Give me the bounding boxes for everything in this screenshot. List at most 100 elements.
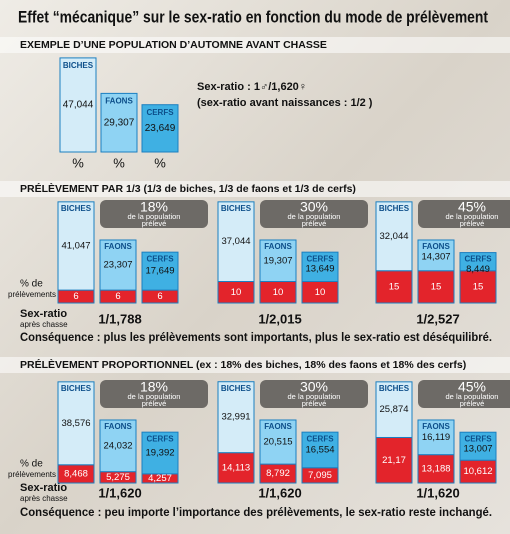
bar-value: 13,007 [463,444,492,455]
bar-remaining [141,431,179,475]
sex-ratio-value: 1/1,620 [98,485,141,500]
bar-remaining [459,252,497,272]
bar-remaining [459,431,497,461]
bar-remaining [99,239,137,291]
removed-value: 6 [73,291,78,302]
bar [141,104,179,153]
removed-value: 4,257 [148,473,172,484]
badge-text: de la population [128,392,181,401]
bar-category: BICHES [61,204,92,213]
row-label: % de [20,459,43,470]
badge-value: 30% [300,199,328,215]
bar-category: BICHES [221,384,252,393]
bar-value: 41,047 [61,240,90,251]
bar-remaining [375,201,413,272]
badge [260,200,368,228]
row-label: Sex-ratio [20,308,67,320]
bar-category: FAONS [104,242,132,251]
bar [59,57,97,153]
conclusion: Conséquence : plus les prélèvements sont… [20,330,492,344]
badge-value: 45% [458,379,486,395]
row-label: prélèvements [8,290,56,299]
section-heading: EXEMPLE D’UNE POPULATION D’AUTOMNE AVANT… [20,39,327,51]
bar-value: 23,307 [103,260,132,271]
badge [260,380,368,408]
bar-category: BICHES [221,204,252,213]
bar-remaining [375,381,413,438]
bar-remaining [217,201,255,282]
bar-value: 24,032 [103,440,132,451]
bar-category: FAONS [422,422,450,431]
bar-category: FAONS [264,422,292,431]
unit: % [113,155,125,170]
sex-ratio-value: 1/1,788 [98,311,141,326]
bar-remaining [417,239,455,272]
sex-ratio: Sex-ratio : 1♂/1,620♀ [197,81,307,93]
row-label: % de [20,279,43,290]
bar-remaining [57,381,95,466]
unit: % [154,155,166,170]
section-heading: PRÉLÈVEMENT PAR 1/3 (1/3 de biches, 1/3 … [20,182,356,195]
removed-value: 14,113 [222,462,250,473]
sex-ratio-value: 1/1,620 [416,485,459,500]
title: Effet “mécanique” sur le sex-ratio en fo… [18,7,488,26]
sex-ratio-value: 1/2,527 [416,311,459,326]
bar-removed [217,452,255,484]
badge-value: 18% [140,199,168,215]
badge-text: prélevé [142,399,167,408]
removed-value: 13,188 [421,463,450,474]
badge-text: de la population [288,212,341,221]
removed-value: 8,468 [64,468,88,479]
badge [418,200,510,228]
badge-text: prélevé [302,399,327,408]
removed-value: 6 [157,291,162,302]
heading-band [0,37,510,53]
bar-value: 16,119 [422,432,450,443]
badge-value: 45% [458,199,486,215]
bar-remaining [99,419,137,473]
badge-text: prélevé [302,219,327,228]
unit: % [72,155,84,170]
row-label: après chasse [20,320,68,329]
bar-value: 37,044 [221,236,250,247]
badge-text: prélevé [460,219,485,228]
badge [418,380,510,408]
bar-category: FAONS [264,242,292,251]
bar-category: BICHES [379,204,410,213]
removed-value: 15 [389,281,400,292]
sex-ratio-value: 1/1,620 [258,485,301,500]
row-label: prélèvements [8,470,56,479]
bar-category: FAONS [422,242,450,251]
bar-value: 19,392 [145,448,174,459]
bar-category: CERFS [306,434,334,443]
bar-category: BICHES [61,384,92,393]
bar-category: CERFS [146,254,174,263]
bar-value: 25,874 [379,404,408,415]
bar-value: 14,307 [421,252,450,263]
removed-value: 15 [473,281,484,292]
bar-category: CERFS [306,254,334,263]
bar-category: CERFS [146,434,174,443]
bar-value: 13,649 [305,264,334,275]
bar-value: 29,307 [104,117,135,128]
bar-value: 23,649 [145,123,176,134]
removed-value: 8,792 [266,468,290,479]
badge-text: de la population [128,212,181,221]
bar-remaining [301,431,339,469]
removed-value: 7,095 [308,470,332,481]
badge [100,200,208,228]
sex-ratio-value: 1/2,015 [258,311,301,326]
badge-text: de la population [446,212,499,221]
bar-category: BICHES [379,384,410,393]
bar-category: CERFS [146,108,174,117]
bar-remaining [259,239,297,282]
badge-text: prélevé [142,219,167,228]
bar-value: 32,044 [379,231,408,242]
bar [100,92,138,153]
bar-category: FAONS [104,422,132,431]
badge-text: de la population [446,392,499,401]
bar-category: BICHES [63,61,94,70]
bar-remaining [217,381,255,454]
heading-band [0,357,510,373]
